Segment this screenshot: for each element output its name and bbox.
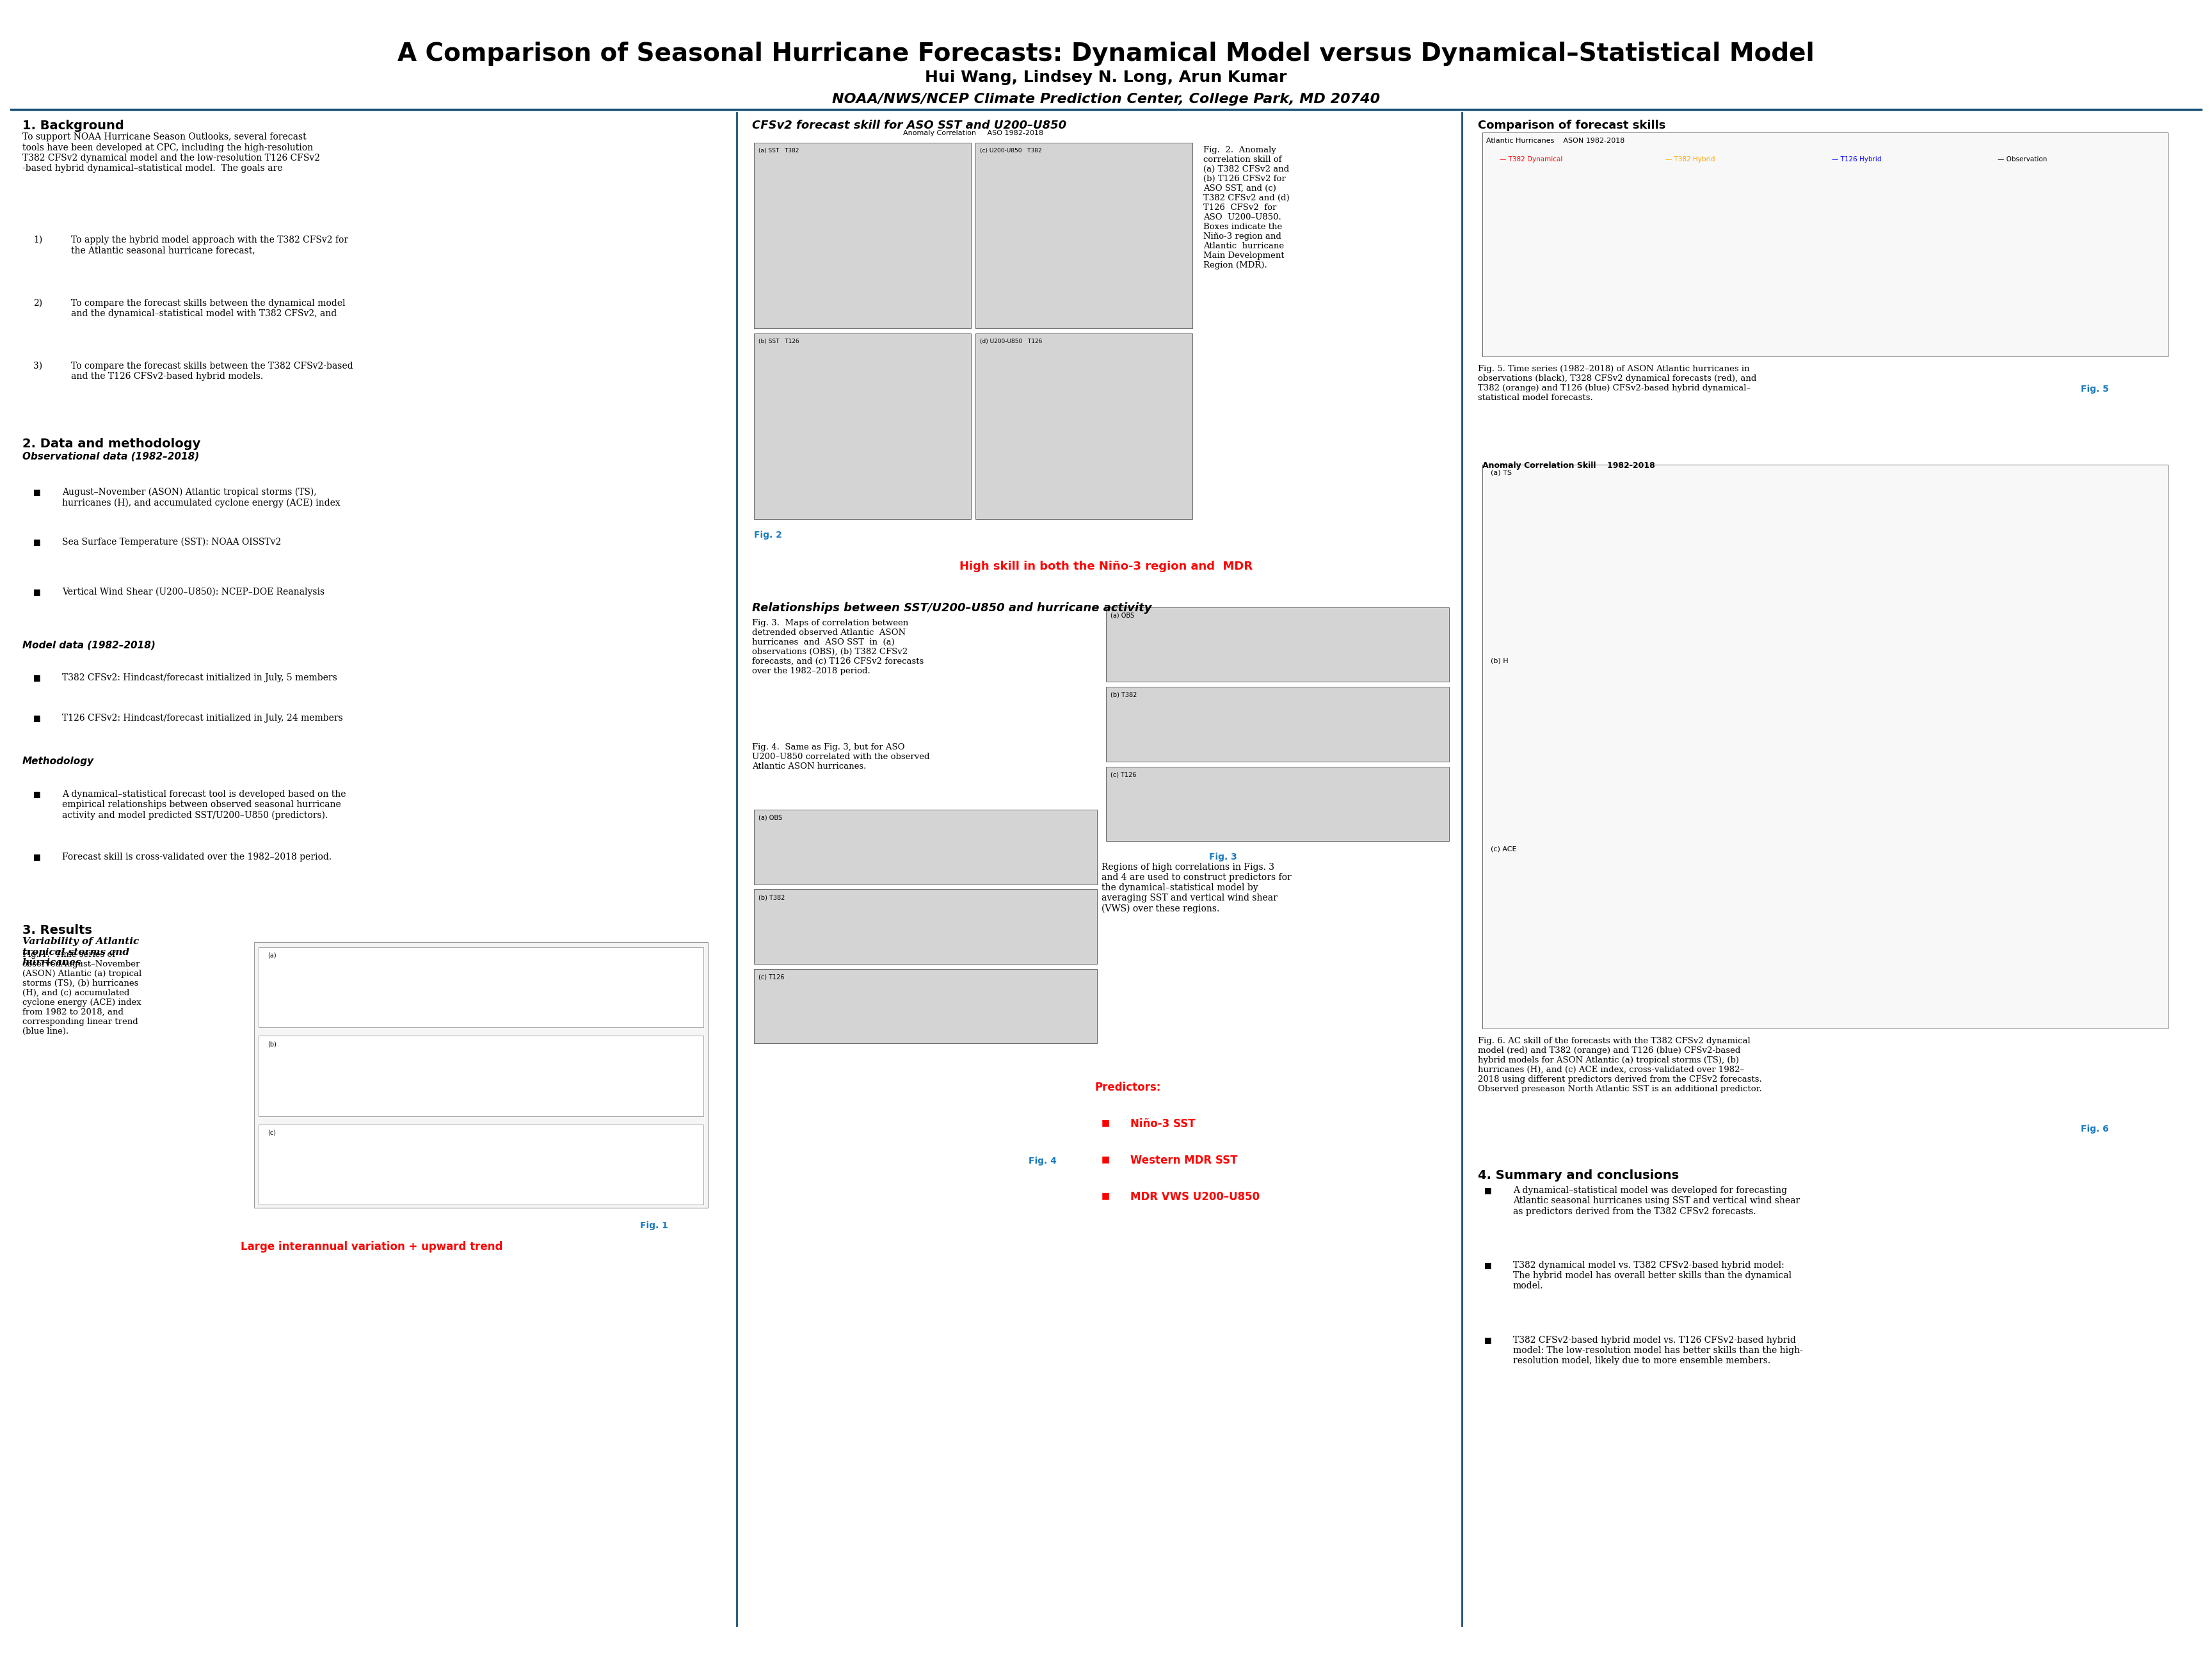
Text: Fig. 5. Time series (1982–2018) of ASON Atlantic hurricanes in
observations (bla: Fig. 5. Time series (1982–2018) of ASON … bbox=[1478, 365, 1756, 401]
Text: ■: ■ bbox=[33, 713, 40, 722]
Text: — T382 Hybrid: — T382 Hybrid bbox=[1666, 156, 1714, 163]
Text: T382 CFSv2: Hindcast/forecast initialized in July, 5 members: T382 CFSv2: Hindcast/forecast initialize… bbox=[62, 674, 336, 682]
Text: Anomaly Correlation     ASO 1982-2018: Anomaly Correlation ASO 1982-2018 bbox=[902, 129, 1044, 136]
Text: ■: ■ bbox=[1484, 1186, 1491, 1194]
Text: (a) OBS: (a) OBS bbox=[759, 815, 783, 821]
Text: A dynamical–statistical model was developed for forecasting
Atlantic seasonal hu: A dynamical–statistical model was develo… bbox=[1513, 1186, 1801, 1216]
Text: — T126 Hybrid: — T126 Hybrid bbox=[1832, 156, 1880, 163]
Text: A dynamical–statistical forecast tool is developed based on the
empirical relati: A dynamical–statistical forecast tool is… bbox=[62, 790, 345, 820]
Text: (a) OBS: (a) OBS bbox=[1110, 612, 1135, 619]
Text: Fig. 3.  Maps of correlation between
detrended observed Atlantic  ASON
hurricane: Fig. 3. Maps of correlation between detr… bbox=[752, 619, 925, 675]
Text: Model data (1982–2018): Model data (1982–2018) bbox=[22, 640, 155, 650]
Text: ■: ■ bbox=[1484, 1335, 1491, 1344]
Text: 1): 1) bbox=[33, 236, 42, 244]
Text: Variability of Atlantic
tropical storms and
hurricanes: Variability of Atlantic tropical storms … bbox=[22, 937, 139, 967]
Text: Niño-3 SST: Niño-3 SST bbox=[1130, 1118, 1194, 1130]
Text: To support NOAA Hurricane Season Outlooks, several forecast
tools have been deve: To support NOAA Hurricane Season Outlook… bbox=[22, 133, 321, 173]
Text: Hui Wang, Lindsey N. Long, Arun Kumar: Hui Wang, Lindsey N. Long, Arun Kumar bbox=[925, 70, 1287, 85]
Text: Predictors:: Predictors: bbox=[1095, 1082, 1161, 1093]
Text: (b) H: (b) H bbox=[1491, 657, 1509, 664]
Text: ■: ■ bbox=[1102, 1118, 1110, 1126]
Text: Methodology: Methodology bbox=[22, 757, 93, 766]
Text: (b) T382: (b) T382 bbox=[759, 894, 785, 901]
Text: Atlantic Hurricanes    ASON 1982-2018: Atlantic Hurricanes ASON 1982-2018 bbox=[1486, 138, 1626, 144]
Text: (a) SST   T382: (a) SST T382 bbox=[759, 148, 799, 153]
Text: Observational data (1982–2018): Observational data (1982–2018) bbox=[22, 451, 199, 461]
Text: MDR VWS U200–U850: MDR VWS U200–U850 bbox=[1130, 1191, 1259, 1203]
Text: ■: ■ bbox=[33, 674, 40, 682]
Text: ■: ■ bbox=[33, 790, 40, 798]
Text: Fig. 3: Fig. 3 bbox=[1208, 853, 1237, 861]
Text: T126 CFSv2: Hindcast/forecast initialized in July, 24 members: T126 CFSv2: Hindcast/forecast initialize… bbox=[62, 713, 343, 722]
Text: ■: ■ bbox=[1484, 1261, 1491, 1269]
Text: Comparison of forecast skills: Comparison of forecast skills bbox=[1478, 119, 1666, 131]
Text: T382 dynamical model vs. T382 CFSv2-based hybrid model:
The hybrid model has ove: T382 dynamical model vs. T382 CFSv2-base… bbox=[1513, 1261, 1792, 1291]
Text: ■: ■ bbox=[1102, 1191, 1110, 1199]
Text: ■: ■ bbox=[33, 853, 40, 861]
Text: 2): 2) bbox=[33, 299, 42, 307]
Text: Forecast skill is cross-validated over the 1982–2018 period.: Forecast skill is cross-validated over t… bbox=[62, 853, 332, 861]
Text: — Observation: — Observation bbox=[1997, 156, 2046, 163]
Text: (c) U200-U850   T382: (c) U200-U850 T382 bbox=[980, 148, 1042, 153]
Text: To compare the forecast skills between the dynamical model
and the dynamical–sta: To compare the forecast skills between t… bbox=[71, 299, 345, 319]
Text: Fig. 5: Fig. 5 bbox=[2081, 385, 2108, 393]
Text: Regions of high correlations in Figs. 3
and 4 are used to construct predictors f: Regions of high correlations in Figs. 3 … bbox=[1102, 863, 1292, 914]
Text: Sea Surface Temperature (SST): NOAA OISSTv2: Sea Surface Temperature (SST): NOAA OISS… bbox=[62, 538, 281, 547]
Text: 2. Data and methodology: 2. Data and methodology bbox=[22, 438, 201, 450]
Text: Fig.  2.  Anomaly
correlation skill of
(a) T382 CFSv2 and
(b) T126 CFSv2 for
ASO: Fig. 2. Anomaly correlation skill of (a)… bbox=[1203, 146, 1290, 269]
Text: (b): (b) bbox=[268, 1040, 276, 1047]
Text: (c): (c) bbox=[268, 1130, 276, 1136]
Text: 3): 3) bbox=[33, 362, 42, 370]
Text: A Comparison of Seasonal Hurricane Forecasts: Dynamical Model versus Dynamical–S: A Comparison of Seasonal Hurricane Forec… bbox=[398, 41, 1814, 66]
Text: Fig. 2: Fig. 2 bbox=[754, 531, 783, 539]
Text: CFSv2 forecast skill for ASO SST and U200–U850: CFSv2 forecast skill for ASO SST and U20… bbox=[752, 119, 1066, 131]
Text: NOAA/NWS/NCEP Climate Prediction Center, College Park, MD 20740: NOAA/NWS/NCEP Climate Prediction Center,… bbox=[832, 93, 1380, 106]
Text: — T382 Dynamical: — T382 Dynamical bbox=[1500, 156, 1562, 163]
Text: (b) T382: (b) T382 bbox=[1110, 692, 1137, 698]
Text: ■: ■ bbox=[33, 538, 40, 546]
Text: Anomaly Correlation Skill    1982-2018: Anomaly Correlation Skill 1982-2018 bbox=[1482, 461, 1655, 469]
Text: (b) SST   T126: (b) SST T126 bbox=[759, 338, 799, 343]
Text: 1. Background: 1. Background bbox=[22, 119, 124, 131]
Text: To apply the hybrid model approach with the T382 CFSv2 for
the Atlantic seasonal: To apply the hybrid model approach with … bbox=[71, 236, 347, 255]
Text: Fig. 4.  Same as Fig. 3, but for ASO
U200–U850 correlated with the observed
Atla: Fig. 4. Same as Fig. 3, but for ASO U200… bbox=[752, 743, 929, 771]
Text: High skill in both the Niño-3 region and  MDR: High skill in both the Niño-3 region and… bbox=[960, 561, 1252, 572]
Text: (c) T126: (c) T126 bbox=[759, 974, 785, 980]
Text: Large interannual variation + upward trend: Large interannual variation + upward tre… bbox=[241, 1241, 502, 1253]
Text: August–November (ASON) Atlantic tropical storms (TS),
hurricanes (H), and accumu: August–November (ASON) Atlantic tropical… bbox=[62, 488, 341, 508]
Text: Relationships between SST/U200–U850 and hurricane activity: Relationships between SST/U200–U850 and … bbox=[752, 602, 1152, 614]
Text: ■: ■ bbox=[33, 587, 40, 596]
Text: To compare the forecast skills between the T382 CFSv2-based
and the T126 CFSv2-b: To compare the forecast skills between t… bbox=[71, 362, 352, 382]
Text: 3. Results: 3. Results bbox=[22, 924, 93, 936]
Text: ■: ■ bbox=[33, 488, 40, 496]
Text: (a): (a) bbox=[268, 952, 276, 959]
Text: T382 CFSv2-based hybrid model vs. T126 CFSv2-based hybrid
model: The low-resolut: T382 CFSv2-based hybrid model vs. T126 C… bbox=[1513, 1335, 1803, 1365]
Text: (c) ACE: (c) ACE bbox=[1491, 846, 1517, 853]
Text: (d) U200-U850   T126: (d) U200-U850 T126 bbox=[980, 338, 1042, 343]
Text: Fig. 1: Fig. 1 bbox=[639, 1221, 668, 1229]
Text: Vertical Wind Shear (U200–U850): NCEP–DOE Reanalysis: Vertical Wind Shear (U200–U850): NCEP–DO… bbox=[62, 587, 325, 597]
Text: Western MDR SST: Western MDR SST bbox=[1130, 1155, 1237, 1166]
Text: Fig. 1.  Time series of
observedAugust–November
(ASON) Atlantic (a) tropical
sto: Fig. 1. Time series of observedAugust–No… bbox=[22, 951, 142, 1035]
Text: Fig. 6. AC skill of the forecasts with the T382 CFSv2 dynamical
model (red) and : Fig. 6. AC skill of the forecasts with t… bbox=[1478, 1037, 1761, 1093]
Text: Fig. 4: Fig. 4 bbox=[1029, 1156, 1057, 1165]
Text: Fig. 6: Fig. 6 bbox=[2081, 1125, 2108, 1133]
Text: (a) TS: (a) TS bbox=[1491, 469, 1513, 476]
Text: 4. Summary and conclusions: 4. Summary and conclusions bbox=[1478, 1170, 1679, 1181]
Text: ■: ■ bbox=[1102, 1155, 1110, 1163]
Text: (c) T126: (c) T126 bbox=[1110, 771, 1137, 778]
